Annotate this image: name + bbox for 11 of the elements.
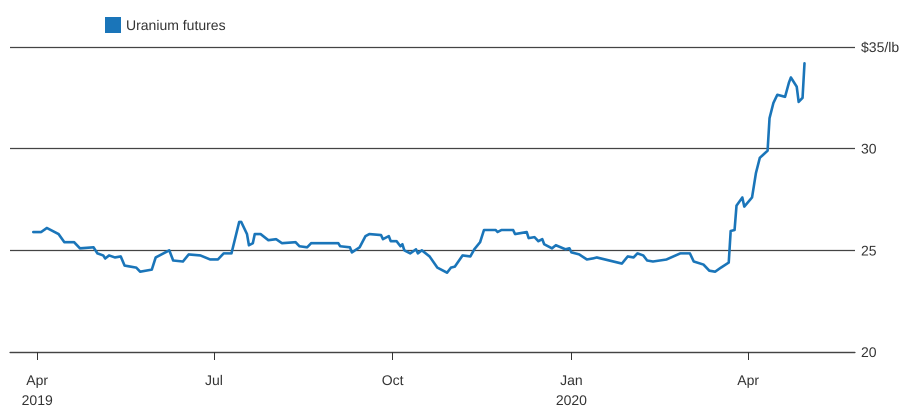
- y-tick-label: 30: [861, 140, 877, 157]
- legend-label: Uranium futures: [126, 17, 226, 33]
- x-tick-label: Jan 2020: [556, 372, 588, 408]
- x-tick-label: Apr 2019: [22, 372, 53, 408]
- y-tick-label: 20: [861, 344, 877, 360]
- y-tick-label: $35/lb: [861, 39, 900, 55]
- x-tick-label: Apr: [737, 372, 760, 388]
- x-tick-label: Jul: [205, 372, 223, 388]
- line-series: [32, 62, 806, 274]
- x-tick-label: Oct: [382, 372, 404, 388]
- y-tick-label: 25: [861, 242, 877, 258]
